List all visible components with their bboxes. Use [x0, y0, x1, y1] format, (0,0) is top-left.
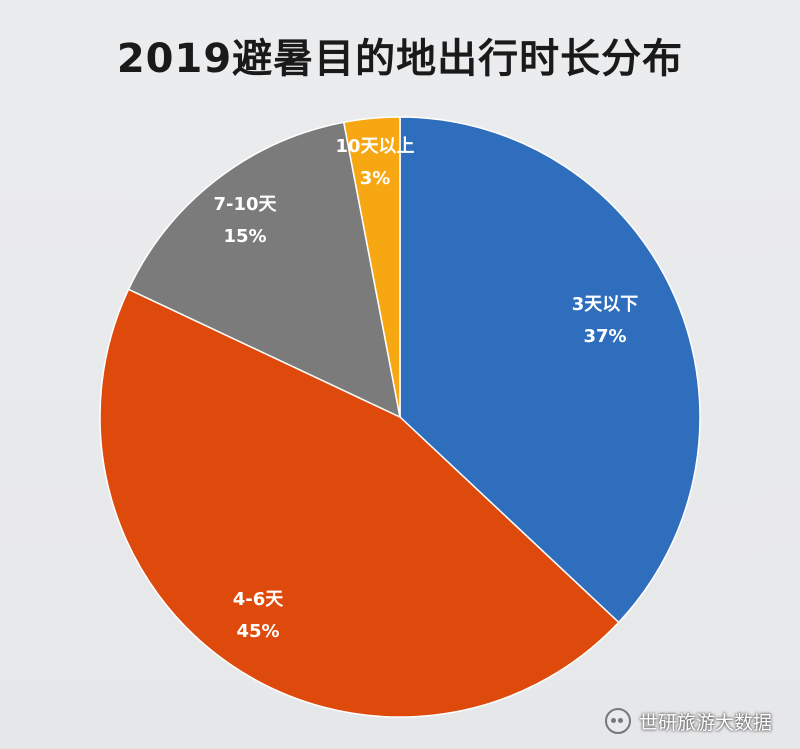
pie-slice-3	[127, 121, 402, 419]
watermark-text: 世研旅游大数据	[638, 711, 772, 734]
slice-label-2: 4-6天	[233, 589, 285, 610]
pie-slice-4	[342, 116, 401, 418]
slice-label-4: 10天以上	[335, 136, 414, 157]
pie-slice-1	[399, 116, 701, 624]
slice-percent-3: 15%	[223, 226, 266, 247]
pie-slice-2	[99, 288, 620, 718]
slice-percent-2: 45%	[236, 621, 279, 642]
slice-label-1: 3天以下	[572, 294, 639, 315]
wechat-icon	[604, 708, 631, 734]
slice-label-3: 7-10天	[213, 194, 277, 215]
watermark: 世研旅游大数据	[604, 707, 772, 735]
chart-title: 2019避暑目的地出行时长分布	[116, 36, 684, 82]
slice-percent-4: 3%	[360, 168, 391, 189]
slice-percent-1: 37%	[583, 326, 626, 347]
